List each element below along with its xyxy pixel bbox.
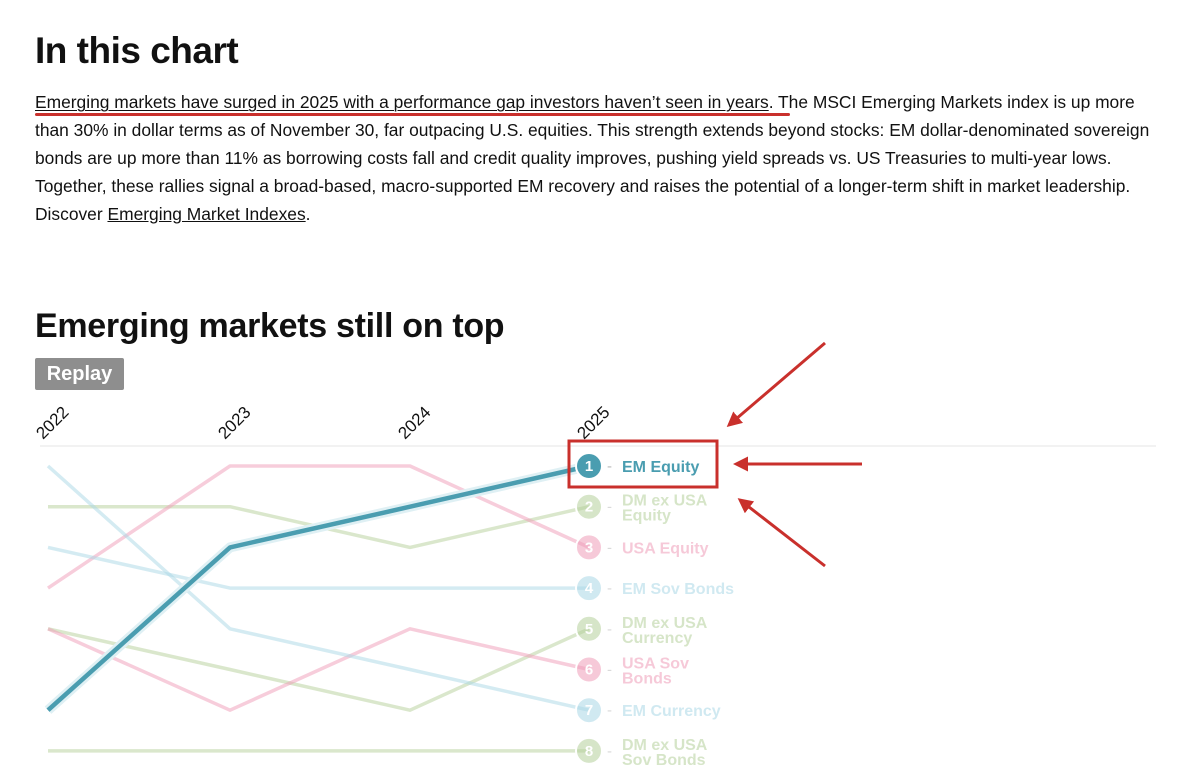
rank-dash-2: -: [607, 499, 612, 516]
intro-body: . The MSCI Emerging Markets index is up …: [35, 92, 1150, 224]
rank-label-8: DM ex USA: [622, 737, 708, 754]
arrow-bottom: [737, 498, 826, 568]
rank-dash-1: -: [607, 458, 612, 475]
arrow-top: [726, 341, 826, 427]
rank-circle-6: [575, 655, 603, 684]
rank-circle-7: [575, 696, 603, 725]
rank-circle-3: [575, 533, 603, 562]
page-heading: In this chart: [35, 30, 239, 71]
rank-label-8: Sov Bonds: [622, 752, 706, 769]
rank-dash-3: -: [607, 539, 612, 556]
annotations: [567, 341, 862, 568]
chart-title: Emerging markets still on top: [35, 307, 505, 345]
series-line-em-currency: [46, 464, 590, 712]
year-label-2023: 2023: [214, 403, 254, 443]
rank-circle-2: [575, 492, 603, 521]
rank-circle-1: [575, 452, 603, 480]
emerging-market-indexes-link[interactable]: Emerging Market Indexes: [107, 204, 306, 224]
rank-label-4: EM Sov Bonds: [622, 581, 734, 598]
rank-circle-8: [575, 736, 603, 765]
rank-label-5: DM ex USA: [622, 615, 708, 632]
year-label-2022: 2022: [32, 403, 72, 443]
rank-dash-6: -: [607, 662, 612, 679]
rank-circle-5: [575, 614, 603, 643]
rank-label-5: Currency: [622, 630, 692, 647]
year-label-2024: 2024: [394, 403, 434, 443]
series-line-usa-equity: [47, 464, 590, 590]
rank-label-2: DM ex USA: [622, 493, 708, 510]
rank-label-6: Bonds: [622, 671, 672, 688]
rank-dash-7: -: [607, 702, 612, 719]
rank-number-1: 1: [585, 458, 593, 475]
intro-highlight: Emerging markets have surged in 2025 wit…: [35, 92, 769, 112]
rank-number-7: 7: [585, 702, 593, 719]
rank-circle-4: [575, 574, 603, 603]
rank-number-5: 5: [585, 621, 593, 638]
series-line-dm-ex-usa-currency: [47, 627, 590, 712]
replay-button[interactable]: Replay: [35, 358, 124, 390]
rank-number-3: 3: [585, 539, 593, 556]
rank-label-3: USA Equity: [622, 540, 709, 557]
rank-label-7: EM Currency: [622, 703, 721, 720]
intro-paragraph: Emerging markets have surged in 2025 wit…: [35, 88, 1170, 228]
rank-number-6: 6: [585, 662, 593, 679]
highlight-underline-annotation: [35, 113, 790, 116]
em-equity-highlight-box: [567, 439, 719, 489]
series-line-usa-sov-bonds: [47, 627, 590, 712]
rank-label-6: USA Sov: [622, 656, 689, 673]
rank-dash-4: -: [607, 580, 612, 597]
intro-end: .: [305, 204, 311, 224]
rank-label-2: Equity: [622, 508, 671, 525]
year-label-2025: 2025: [573, 403, 613, 443]
rank-number-8: 8: [585, 743, 593, 760]
series-line-em-sov-bonds: [47, 545, 589, 590]
rank-dash-5: -: [607, 621, 612, 638]
rank-label-1: EM Equity: [622, 459, 699, 476]
rank-number-4: 4: [585, 580, 594, 597]
rank-dash-8: -: [607, 743, 612, 760]
series-line-em-equity: [46, 463, 590, 712]
rank-number-2: 2: [585, 499, 593, 516]
